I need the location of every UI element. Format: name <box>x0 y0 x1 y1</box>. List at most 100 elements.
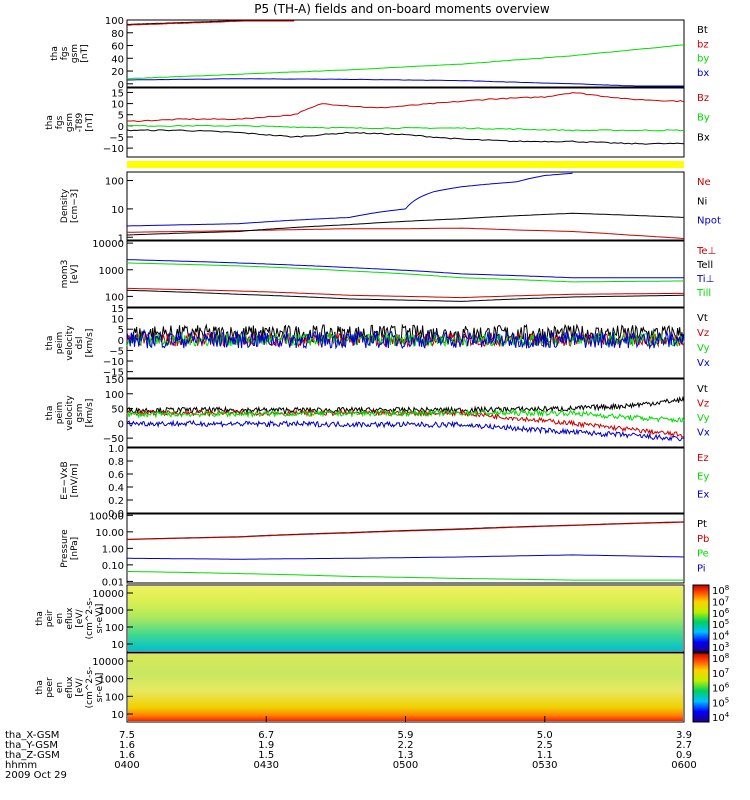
legend-vt: Vt <box>697 313 708 324</box>
y-tick-label: 15 <box>111 304 124 315</box>
y-tick-label: 20 <box>111 67 124 78</box>
y-axis-label: dsl <box>75 337 85 350</box>
y-tick-label: 0 <box>118 336 124 347</box>
y-axis-label: tha <box>35 611 45 626</box>
y-axis-label: E=−VxB <box>60 461 70 499</box>
panel-10: tha peer en eflux [eV/(cm^2-s-sr-eV)] 10 100 10… <box>35 652 730 724</box>
y-axis-label: -T89 <box>75 113 85 133</box>
series-till-line <box>127 262 685 283</box>
spectrogram <box>128 586 683 651</box>
y-axis-label: [mV/m] <box>70 464 80 498</box>
y-tick-label: 100 <box>105 292 124 303</box>
date-label: 2009 Oct 29 <box>5 770 67 781</box>
series-pi-line <box>127 554 685 560</box>
series-vx-line <box>126 419 685 442</box>
panel-6: tha peim velocity gsm [km/s] −50 0 50 100 150 Vt Vz… <box>45 375 710 448</box>
y-axis-label: fgs <box>60 46 70 60</box>
y-axis-label: velocity <box>65 325 75 361</box>
y-axis-label: peer <box>45 677 55 698</box>
x-tick-label: 0530 <box>532 760 557 771</box>
legend-bx: Bx <box>697 132 710 143</box>
x-tick-label: 0430 <box>254 760 279 771</box>
panel-3: Density [cm−3] 1 10 100 Ne Ni Npot <box>60 171 721 244</box>
colorbar-tick-label: 108 <box>712 652 729 665</box>
y-axis-label: velocity <box>65 395 75 431</box>
y-tick-label: 1000 <box>99 266 124 277</box>
legend-by: by <box>697 54 709 65</box>
y-axis-label: peir <box>45 609 55 627</box>
y-axis-label: [cm−3] <box>70 189 80 223</box>
y-tick-label: 0.0 <box>108 509 124 520</box>
y-axis-label: tha <box>45 406 55 421</box>
yellow-status-bar <box>127 161 684 168</box>
y-axis-label: Density <box>60 188 70 223</box>
series-pe-line <box>127 571 684 581</box>
x-tick-label: 6.7 <box>258 730 274 741</box>
legend-bt: Bt <box>697 25 708 36</box>
y-axis-label: mom3 <box>60 260 70 289</box>
series-vt-line <box>126 395 685 415</box>
y-axis-label: gsm <box>70 44 80 63</box>
legend-till: Till <box>696 288 711 299</box>
series-bx-line <box>126 129 685 145</box>
legend-ne: Ne <box>697 177 711 188</box>
y-tick-label: 40 <box>111 54 124 65</box>
series-ni-line <box>126 212 685 236</box>
y-axis-label: tha <box>50 46 60 61</box>
x-tick-label: 7.5 <box>119 730 135 741</box>
series-te⊥-line <box>127 287 684 299</box>
x-tick-label: 1.6 <box>119 740 135 751</box>
colorbar-tick-label: 103 <box>712 641 729 654</box>
y-axis-label: [eV] <box>70 265 80 284</box>
y-axis-label: peim <box>55 402 65 425</box>
legend-by: By <box>697 113 710 124</box>
y-axis-label: (cm^2-s- <box>85 598 95 640</box>
y-tick-label: 0 <box>118 419 124 430</box>
y-tick-label: −50 <box>103 434 124 445</box>
legend-vt: Vt <box>697 384 708 395</box>
y-tick-label: 1 <box>118 233 124 244</box>
y-axis-label: [nT] <box>80 44 90 62</box>
x-tick-label: 0.9 <box>676 750 692 761</box>
legend-ti⊥: Ti⊥ <box>696 274 714 285</box>
y-tick-label: 100 <box>105 692 124 703</box>
colorbar <box>692 652 710 723</box>
legend-vy: Vy <box>697 343 710 354</box>
y-tick-label: 100 <box>105 623 124 634</box>
y-axis-label: eflux <box>65 676 75 699</box>
y-tick-label: 10 <box>111 640 124 651</box>
x-tick-label: 0500 <box>393 760 418 771</box>
panel-frame <box>126 307 685 379</box>
legend-bz: bz <box>697 39 709 50</box>
spectrogram <box>128 654 683 721</box>
time-axis-row-label: hhmm <box>5 760 37 771</box>
series-bz-line <box>127 92 685 123</box>
colorbar-tick-label: 104 <box>712 711 730 724</box>
y-tick-label: 150 <box>105 375 124 386</box>
legend-vy: Vy <box>697 413 710 424</box>
x-tick-label: 1.5 <box>258 750 274 761</box>
y-tick-label: −10 <box>103 357 124 368</box>
y-tick-label: 0.6 <box>108 470 124 481</box>
legend-pe: Pe <box>697 549 709 560</box>
y-axis-label: tha <box>45 336 55 351</box>
colorbar-tick-label: 106 <box>712 607 730 620</box>
colorbar-tick-label: 106 <box>712 682 730 695</box>
y-tick-label: 100 <box>105 177 124 188</box>
series-bz-line <box>126 20 295 26</box>
legend-te⊥: Te⊥ <box>696 246 716 257</box>
y-axis-label: eflux <box>65 607 75 630</box>
panel-frame <box>126 87 685 158</box>
y-tick-label: 10 <box>111 100 124 111</box>
y-axis-label: gsm <box>75 403 85 422</box>
legend-vx: Vx <box>697 428 710 439</box>
y-tick-label: −5 <box>109 133 124 144</box>
colorbar <box>692 584 710 653</box>
y-axis-label: Pressure <box>60 529 70 568</box>
x-tick-label: 1.9 <box>258 740 274 751</box>
y-axis-label: sr-eV)] <box>95 673 105 703</box>
x-tick-label: 5.9 <box>398 730 414 741</box>
y-tick-label: 15 <box>111 88 124 99</box>
x-tick-label: 0400 <box>114 760 139 771</box>
